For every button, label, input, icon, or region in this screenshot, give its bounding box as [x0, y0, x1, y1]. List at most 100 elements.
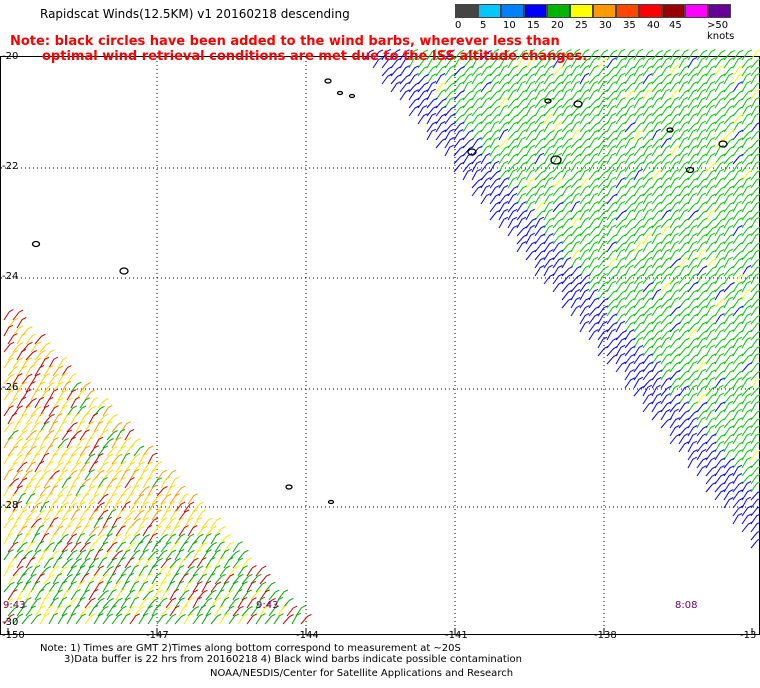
wind-barb	[741, 432, 752, 445]
wind-barb	[669, 209, 680, 221]
wind-barb	[615, 185, 626, 197]
wind-barb	[133, 525, 145, 537]
wind-barb	[687, 264, 698, 277]
wind-barb	[34, 396, 45, 409]
wind-barb	[489, 153, 500, 165]
wind-barb	[66, 612, 77, 625]
wind-barb	[381, 57, 393, 69]
wind-barb	[732, 472, 743, 485]
wind-barb	[642, 232, 653, 245]
wind-barb	[750, 490, 760, 501]
wind-barb	[192, 596, 202, 609]
wind-barb	[133, 557, 145, 569]
wind-barb	[169, 525, 180, 537]
wind-barb	[16, 605, 28, 617]
wind-barb	[705, 328, 716, 341]
wind-barb	[687, 377, 699, 389]
wind-barb	[12, 581, 23, 593]
wind-barb	[660, 169, 671, 181]
wind-barb	[552, 48, 563, 61]
lon-tick-label: -150	[2, 630, 25, 641]
wind-barb	[507, 114, 519, 125]
wind-barb	[660, 201, 672, 213]
wind-barb	[93, 469, 105, 481]
wind-barb	[561, 88, 571, 101]
wind-barb	[70, 541, 82, 553]
wind-barb	[615, 233, 627, 245]
wind-barb	[160, 541, 172, 553]
wind-barb	[660, 353, 671, 365]
wind-barb	[156, 565, 168, 577]
wind-barb	[160, 525, 172, 537]
wind-barb	[165, 469, 177, 481]
wind-barb	[624, 377, 636, 389]
wind-barb	[687, 192, 697, 205]
wind-barb	[669, 408, 679, 421]
wind-barb	[30, 580, 41, 593]
wind-barb	[489, 98, 501, 109]
wind-barb	[408, 97, 420, 109]
wind-barb	[66, 502, 78, 513]
wind-barb	[255, 581, 267, 593]
wind-barb	[97, 445, 109, 457]
wind-barb	[241, 589, 253, 601]
wind-barb	[633, 193, 645, 205]
wind-barb	[714, 80, 725, 93]
wind-barb	[462, 129, 474, 141]
wind-barb	[151, 604, 161, 617]
wind-barb	[534, 192, 545, 205]
wind-barb	[102, 500, 113, 513]
wind-barb	[624, 81, 636, 93]
wind-barb	[570, 296, 581, 309]
wind-barb	[61, 604, 72, 617]
wind-barb	[12, 533, 23, 545]
wind-barb	[552, 225, 564, 237]
wind-barb	[70, 493, 82, 505]
wind-barb	[79, 478, 91, 489]
wind-barb	[642, 81, 653, 93]
wind-barb	[570, 112, 581, 125]
wind-barb	[687, 128, 698, 141]
wind-barb	[133, 605, 145, 617]
wind-barb	[516, 65, 528, 77]
wind-barb	[471, 113, 482, 125]
wind-barb	[66, 405, 78, 417]
wind-barb	[687, 248, 698, 261]
wind-barb	[273, 596, 284, 609]
wind-barb	[115, 428, 126, 441]
wind-barb	[543, 192, 554, 205]
wind-barb	[219, 580, 230, 593]
wind-barb	[534, 233, 546, 245]
wind-barb	[714, 384, 724, 397]
wind-barb	[462, 112, 473, 125]
wind-barb	[444, 57, 456, 69]
wind-barb	[480, 161, 492, 173]
wind-barb	[642, 225, 654, 237]
wind-barb	[705, 321, 717, 333]
wind-barb	[696, 112, 707, 125]
wind-barb	[705, 273, 717, 285]
wind-barb	[178, 573, 189, 585]
wind-barb	[624, 226, 636, 237]
wind-barb	[43, 365, 54, 377]
wind-barb	[30, 532, 41, 545]
wind-barb	[408, 65, 419, 77]
wind-barb	[642, 208, 653, 221]
wind-barb	[696, 465, 707, 477]
wind-barb	[534, 105, 545, 117]
wind-barb	[142, 524, 153, 537]
wind-barb	[750, 370, 760, 381]
wind-barb	[57, 452, 68, 465]
wind-barb	[732, 512, 743, 525]
wind-barb	[705, 408, 716, 421]
wind-barb	[516, 136, 526, 149]
wind-barb	[471, 168, 482, 181]
wind-barb	[741, 320, 752, 333]
wind-barb	[79, 589, 90, 601]
wind-barb	[525, 241, 537, 253]
wind-barb	[12, 437, 24, 449]
wind-barb	[714, 248, 725, 261]
wind-barb	[165, 533, 177, 545]
wind-barb	[615, 344, 626, 357]
wind-barb	[133, 461, 145, 473]
